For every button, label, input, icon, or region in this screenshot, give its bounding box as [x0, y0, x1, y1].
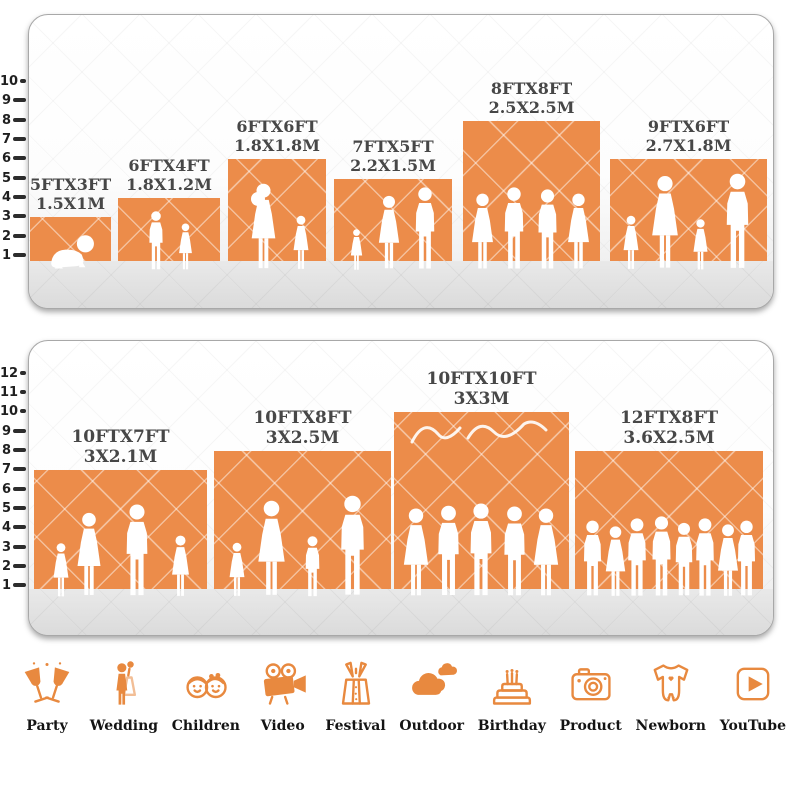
backdrop-bar-6x4: 6FTX4FT 1.8X1.2M: [118, 156, 220, 270]
backdrop-size-label: 6FTX6FT 1.8X1.8M: [234, 117, 320, 156]
ruler-tick: 3: [0, 208, 26, 224]
backdrop-bar-10x10: 10FTX10FT 3X3M: [394, 369, 569, 596]
family-silhouettes: [229, 495, 364, 597]
backdrop-size-label: 6FTX4FT 1.8X1.2M: [126, 156, 212, 195]
ruler-tick: 4: [0, 189, 26, 205]
category-label: Outdoor: [399, 718, 465, 734]
group-silhouettes: [472, 187, 589, 269]
ruler-tick: 7: [0, 131, 26, 147]
backdrop-bar-7x5: 7FTX5FT 2.2X1.5M: [334, 137, 452, 270]
ruler-tick: 6: [0, 150, 26, 166]
ruler-tick: 10: [0, 403, 26, 419]
ruler-tick: 12: [0, 365, 26, 381]
ruler-tick: 2: [0, 228, 26, 244]
category-label: Party: [26, 718, 68, 734]
panel-small-medium: 5FTX3FT 1.5X1M 6FTX4FT 1.8X1.2M 6FTX6FT …: [28, 14, 774, 309]
ruler-tick: 4: [0, 519, 26, 535]
group-silhouettes: [403, 503, 559, 596]
ruler-tick: 3: [0, 539, 26, 555]
watermark-scribble: [410, 420, 548, 444]
backdrop-size-label: 5FTX3FT 1.5X1M: [29, 175, 112, 214]
category-party: Party: [18, 658, 76, 734]
birthday-cake-icon: [492, 668, 531, 705]
play-button-icon: [736, 667, 770, 701]
backdrop-bar-5x3: 5FTX3FT 1.5X1M: [30, 175, 111, 269]
ruler-tick: 9: [0, 92, 26, 108]
backdrop-bar-10x7: 10FTX7FT 3X2.1M: [34, 427, 207, 597]
group-silhouettes: [583, 516, 756, 596]
backdrop-bar-12x8: 12FTX8FT 3.6X2.5M: [575, 408, 763, 596]
panel-large: 10FTX7FT 3X2.1M 10FTX8FT 3X2.5M: [28, 340, 774, 636]
party-glasses-icon: [24, 662, 70, 703]
category-label: YouTube: [719, 718, 786, 734]
baby-onesie-icon: [653, 664, 689, 702]
ruler-tick: 1: [0, 577, 26, 593]
category-outdoor: Outdoor: [399, 658, 464, 734]
clouds-icon: [411, 663, 457, 695]
ruler-tick: 6: [0, 481, 26, 497]
ruler-tick: 5: [0, 500, 26, 516]
backdrop-size-label: 10FTX8FT 3X2.5M: [253, 407, 352, 448]
category-label: Newborn: [635, 718, 706, 734]
backdrop-size-label: 8FTX8FT 2.5X2.5M: [488, 79, 575, 118]
ruler-tick: 5: [0, 170, 26, 186]
backdrop-size-label: 10FTX10FT 3X3M: [426, 368, 537, 409]
category-row: Party Wedding: [18, 658, 786, 734]
ruler-tick: 2: [0, 558, 26, 574]
category-festival: Festival: [325, 658, 386, 734]
bride-groom-icon: [116, 661, 136, 705]
backdrop-size-label: 12FTX8FT 3.6X2.5M: [619, 407, 719, 448]
category-label: Children: [171, 718, 240, 734]
backdrop-size-label: 9FTX6FT 2.7X1.8M: [645, 117, 732, 156]
ruler-tick: 1: [0, 247, 26, 263]
ruler-tick: 11: [0, 384, 26, 400]
category-video: Video: [254, 658, 312, 734]
ruler-tick: 10: [0, 73, 26, 89]
category-newborn: Newborn: [636, 658, 706, 734]
backdrop-size-label: 10FTX7FT 3X2.1M: [71, 426, 170, 467]
category-product: Product: [560, 658, 622, 734]
backdrop-bar-6x6: 6FTX6FT 1.8X1.8M: [228, 117, 326, 269]
backdrop-bar-10x8: 10FTX8FT 3X2.5M: [214, 408, 391, 597]
category-youtube: YouTube: [720, 658, 786, 734]
floor-band: [29, 589, 773, 635]
category-label: Video: [260, 718, 305, 734]
ruler-tick: 8: [0, 112, 26, 128]
ruler-tick: 7: [0, 461, 26, 477]
category-label: Wedding: [89, 718, 159, 734]
floor-band: [29, 261, 773, 308]
ruler-tick: 8: [0, 442, 26, 458]
category-label: Birthday: [477, 718, 546, 734]
category-children: Children: [172, 658, 240, 734]
ruler-tick: 9: [0, 423, 26, 439]
backdrop-bar-8x8: 8FTX8FT 2.5X2.5M: [463, 79, 600, 269]
gift-box-icon: [341, 661, 370, 705]
backdrop-bar-9x6: 9FTX6FT 2.7X1.8M: [610, 117, 767, 270]
backdrop-size-label: 7FTX5FT 2.2X1.5M: [350, 137, 436, 176]
movie-camera-icon: [263, 663, 306, 705]
kids-faces-icon: [186, 672, 227, 699]
category-birthday: Birthday: [478, 658, 546, 734]
category-wedding: Wedding: [90, 658, 158, 734]
category-label: Festival: [325, 718, 386, 734]
photo-camera-icon: [571, 668, 611, 701]
category-label: Product: [559, 718, 622, 734]
